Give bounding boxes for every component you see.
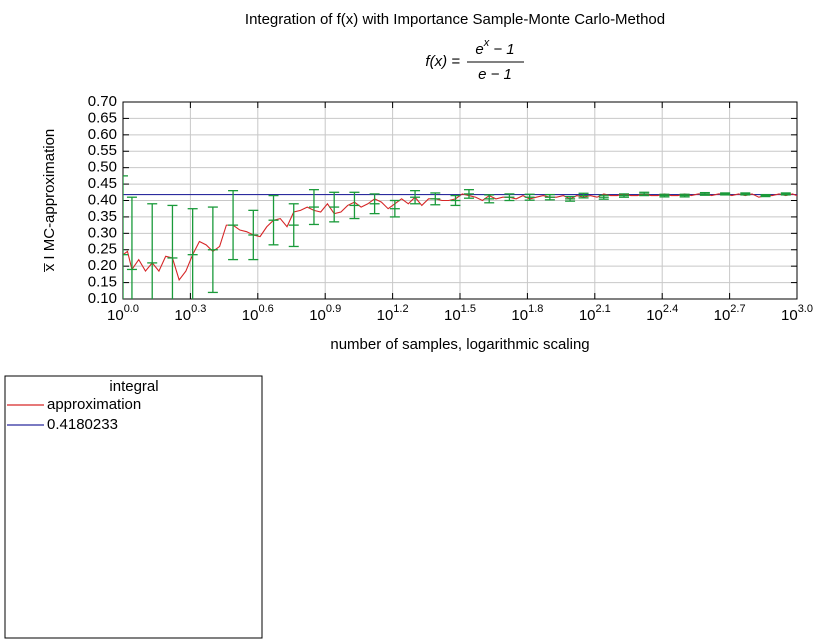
legend-label: 0.4180233 [47,416,118,433]
chart-title: Integration of f(x) with Importance Samp… [245,11,665,28]
y-tick-label: 0.20 [88,257,117,274]
y-axis-label: x̅ I MC-approximation [41,129,58,273]
x-tick-label: 10^2.1 [579,303,611,324]
y-tick-label: 0.40 [88,191,117,208]
y-tick-label: 0.25 [88,241,117,258]
y-tick-label: 0.10 [88,290,117,307]
y-tick-label: 0.55 [88,142,117,159]
x-tick-label: 10^3.0 [781,303,813,324]
legend-label: approximation [47,396,141,413]
x-tick-label: 10^2.7 [714,303,746,324]
x-tick-label: 10^1.2 [377,303,409,324]
x-tick-label: 10^0.3 [174,303,206,324]
y-tick-label: 0.15 [88,274,117,291]
x-tick-label: 10^0.9 [309,303,341,324]
formula-numerator: e^x − 1 [475,37,514,58]
x-axis-label: number of samples, logarithmic scaling [330,336,589,353]
y-tick-label: 0.60 [88,126,117,143]
plot-area [123,175,797,299]
formula-lhs: f(x) = [425,53,460,70]
x-tick-label: 10^0.6 [242,303,274,324]
x-tick-label: 10^0.0 [107,303,139,324]
legend-title: integral [109,378,158,395]
y-tick-label: 0.65 [88,109,117,126]
x-tick-label: 10^1.8 [511,303,543,324]
y-tick-label: 0.50 [88,159,117,176]
legend-box [4,375,263,639]
formula-denominator: e − 1 [478,66,512,83]
x-tick-label: 10^1.5 [444,303,476,324]
y-tick-label: 0.35 [88,208,117,225]
y-tick-label: 0.70 [88,93,117,110]
x-tick-label: 10^2.4 [646,303,678,324]
y-tick-label: 0.45 [88,175,117,192]
y-tick-label: 0.30 [88,224,117,241]
